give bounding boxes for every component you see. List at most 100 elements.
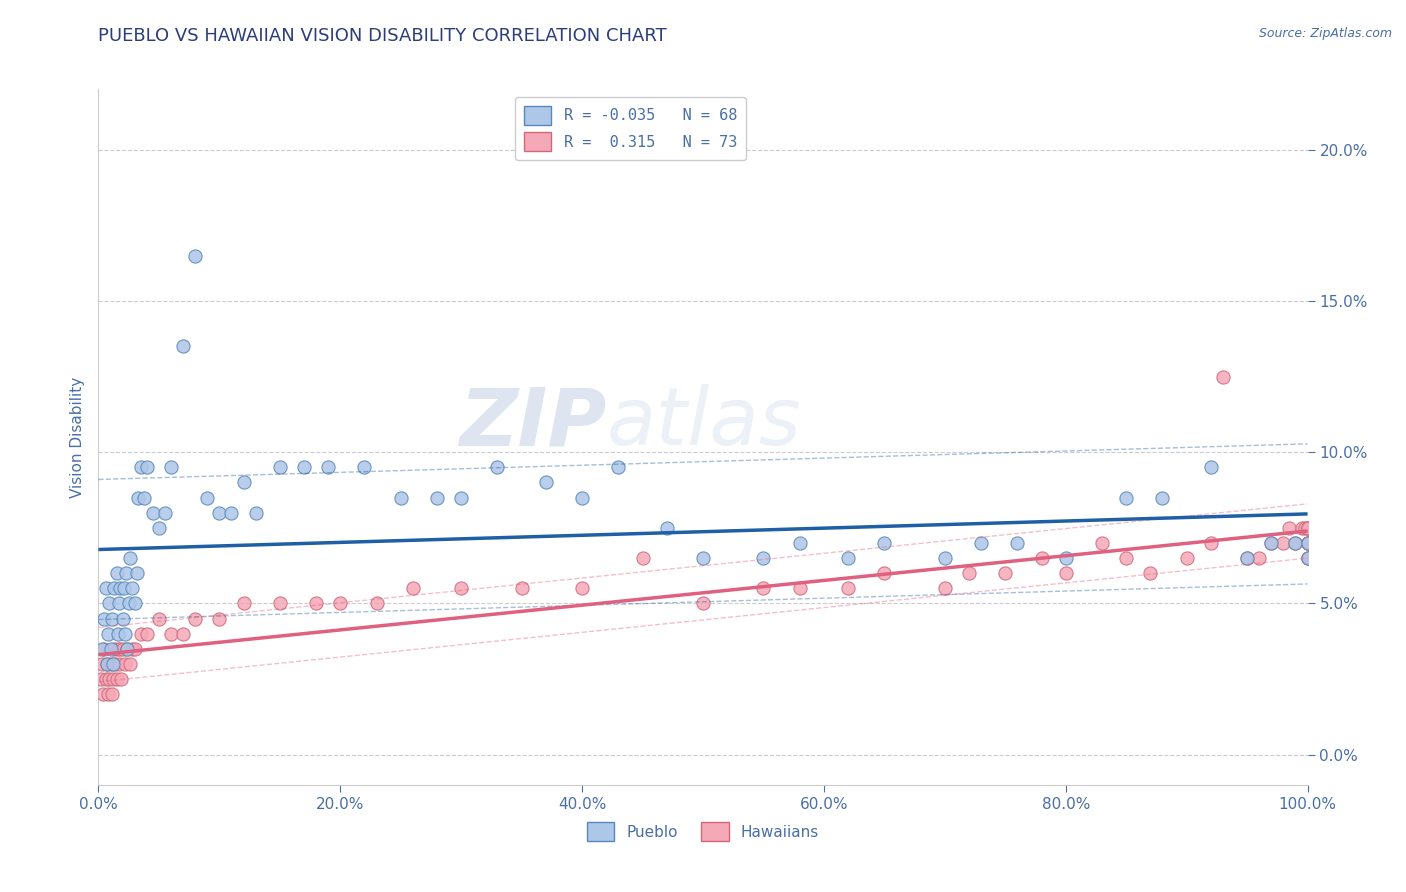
Point (1236, 551, 1258, 566)
Point (153, 506, 176, 520)
Text: atlas: atlas (606, 384, 801, 462)
Point (98, 672, 121, 686)
Point (1296, 551, 1319, 566)
Point (329, 597, 352, 611)
Point (269, 597, 291, 611)
Point (184, 611, 207, 625)
Point (97, 687, 120, 701)
Point (1296, 536, 1319, 550)
Point (426, 491, 449, 505)
Point (1212, 369, 1234, 384)
Point (607, 460, 630, 475)
Point (108, 597, 131, 611)
Point (450, 582, 472, 596)
Point (93, 641, 115, 656)
Point (114, 657, 136, 671)
Point (1294, 521, 1316, 535)
Point (121, 582, 143, 596)
Point (353, 460, 375, 475)
Point (934, 582, 956, 596)
Point (134, 491, 156, 505)
Point (160, 460, 183, 475)
Point (118, 597, 141, 611)
Point (91, 687, 114, 701)
Point (1296, 536, 1319, 550)
Point (221, 506, 243, 520)
Point (91, 641, 114, 656)
Point (1260, 536, 1282, 550)
Point (111, 641, 134, 656)
Point (1054, 551, 1077, 566)
Point (402, 582, 425, 596)
Point (837, 582, 859, 596)
Point (957, 566, 980, 581)
Point (111, 611, 134, 625)
Text: PUEBLO VS HAWAIIAN VISION DISABILITY CORRELATION CHART: PUEBLO VS HAWAIIAN VISION DISABILITY COR… (98, 27, 668, 45)
Point (305, 597, 328, 611)
Point (160, 626, 183, 640)
Point (94, 582, 117, 596)
Point (752, 551, 775, 566)
Point (129, 626, 152, 640)
Point (100, 641, 122, 656)
Point (148, 611, 170, 625)
Point (103, 641, 125, 656)
Point (208, 506, 231, 520)
Text: ZIP: ZIP (458, 384, 606, 462)
Text: Source: ZipAtlas.com: Source: ZipAtlas.com (1258, 27, 1392, 40)
Point (1199, 536, 1222, 550)
Point (534, 475, 557, 490)
Point (142, 506, 165, 520)
Point (1152, 491, 1174, 505)
Point (269, 460, 291, 475)
Point (1272, 536, 1295, 550)
Point (316, 460, 339, 475)
Point (1296, 536, 1319, 550)
Point (97, 626, 120, 640)
Point (105, 566, 128, 581)
Point (366, 597, 388, 611)
Point (105, 672, 128, 686)
Point (90, 672, 112, 686)
Point (631, 551, 654, 566)
Point (1199, 460, 1222, 475)
Point (510, 582, 533, 596)
Point (571, 491, 593, 505)
Point (118, 657, 141, 671)
Point (108, 582, 131, 596)
Legend: Pueblo, Hawaiians: Pueblo, Hawaiians (581, 816, 825, 847)
Point (1296, 521, 1319, 535)
Point (117, 641, 139, 656)
Point (127, 491, 149, 505)
Point (124, 641, 146, 656)
Point (1296, 521, 1319, 535)
Point (115, 566, 138, 581)
Point (148, 521, 170, 535)
Point (107, 626, 129, 640)
Point (124, 597, 146, 611)
Point (118, 551, 141, 566)
Point (108, 641, 131, 656)
Point (96, 657, 118, 671)
Point (121, 641, 143, 656)
Point (129, 460, 152, 475)
Point (292, 460, 315, 475)
Point (96, 657, 118, 671)
Point (94, 672, 117, 686)
Point (873, 566, 896, 581)
Point (1284, 536, 1306, 550)
Point (172, 626, 194, 640)
Point (1236, 551, 1258, 566)
Point (98, 597, 121, 611)
Point (752, 582, 775, 596)
Point (655, 521, 678, 535)
Point (450, 491, 472, 505)
Point (232, 475, 254, 490)
Point (135, 626, 157, 640)
Point (1091, 536, 1114, 550)
Y-axis label: Vision Disability: Vision Disability (69, 376, 84, 498)
Point (232, 597, 254, 611)
Point (1115, 551, 1137, 566)
Point (934, 551, 956, 566)
Point (117, 641, 139, 656)
